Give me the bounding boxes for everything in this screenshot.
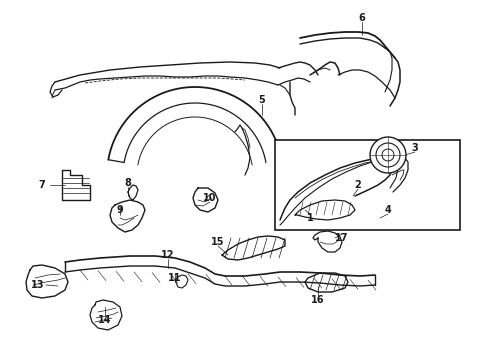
Text: 1: 1 [307, 213, 314, 223]
Text: 5: 5 [259, 95, 266, 105]
Circle shape [370, 137, 406, 173]
Text: 15: 15 [211, 237, 225, 247]
Text: 2: 2 [355, 180, 362, 190]
Bar [275, 140, 460, 230]
Text: 17: 17 [335, 233, 349, 243]
Text: 3: 3 [412, 143, 418, 153]
Text: 11: 11 [168, 273, 182, 283]
Text: 6: 6 [359, 13, 366, 23]
Circle shape [382, 149, 394, 161]
Text: 7: 7 [39, 180, 46, 190]
Text: 10: 10 [203, 193, 217, 203]
Text: 14: 14 [98, 315, 112, 325]
Text: 12: 12 [161, 250, 175, 260]
Text: 9: 9 [117, 205, 123, 215]
Text: 4: 4 [385, 205, 392, 215]
Circle shape [376, 143, 400, 167]
Text: 8: 8 [124, 178, 131, 188]
Text: 16: 16 [311, 295, 325, 305]
Text: 13: 13 [31, 280, 45, 290]
